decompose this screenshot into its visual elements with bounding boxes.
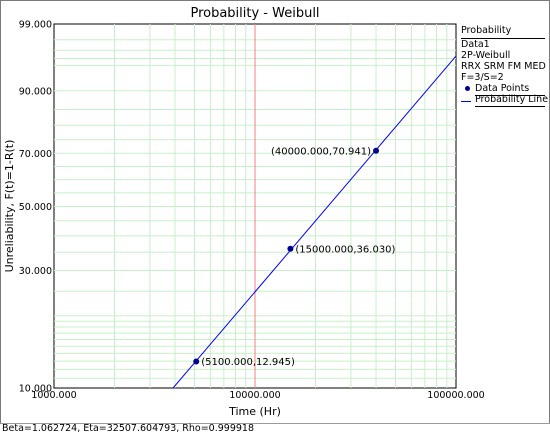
data-point-label: (40000.000,70.941)	[271, 146, 371, 157]
x-tick-label: 10000.000	[229, 390, 280, 401]
data-point-label: (5100.000,12.945)	[201, 357, 295, 368]
legend-method: RRX SRM FM MED	[461, 61, 546, 72]
legend-data-points-marker	[465, 86, 470, 91]
y-tick-label: 90.000	[19, 86, 52, 97]
legend-title-underline	[461, 38, 545, 39]
y-tick-label: 10.000	[19, 384, 52, 395]
y-tick-labels: 10.000 30.000 50.000 70.000 90.000 99.000	[19, 20, 52, 395]
data-point	[287, 245, 294, 252]
legend-failures-suspensions: F=3/S=2	[461, 72, 504, 83]
x-tick-label: 1000.000	[31, 390, 76, 401]
data-point-label: (15000.000,36.030)	[295, 244, 395, 255]
data-point	[193, 358, 200, 365]
x-tick-labels: 1000.000 10000.000 100000.000	[31, 390, 484, 401]
legend-distribution: 2P-Weibull	[461, 50, 511, 61]
data-point	[373, 147, 380, 154]
x-tick-label: 100000.000	[427, 390, 484, 401]
y-tick-label: 30.000	[19, 266, 52, 277]
y-tick-label: 99.000	[19, 20, 52, 31]
legend-probability-line-label: Probability Line	[475, 94, 549, 105]
y-axis-label: Unreliability, F(t)=1-R(t)	[3, 140, 16, 273]
x-axis-label: Time (Hr)	[228, 405, 281, 418]
y-tick-label: 70.000	[19, 149, 52, 160]
weibull-parameters-text: Beta=1.062724, Eta=32507.604793, Rho=0.9…	[2, 423, 255, 434]
legend-probability-line-underline	[475, 106, 545, 107]
chart-title: Probability - Weibull	[190, 6, 319, 21]
legend-title: Probability	[461, 25, 512, 36]
legend-dataset-name: Data1	[461, 39, 490, 50]
legend-data-points-underline	[475, 95, 545, 96]
probability-line	[172, 55, 457, 389]
legend-data-points-label: Data Points	[475, 83, 530, 94]
status-bar: Beta=1.062724, Eta=32507.604793, Rho=0.9…	[0, 423, 550, 435]
data-points-layer: (5100.000,12.945) (15000.000,36.030) (4000…	[193, 146, 396, 368]
y-tick-label: 50.000	[19, 202, 52, 213]
probability-line-layer	[172, 55, 457, 389]
legend-probability-line-swatch	[461, 101, 471, 102]
